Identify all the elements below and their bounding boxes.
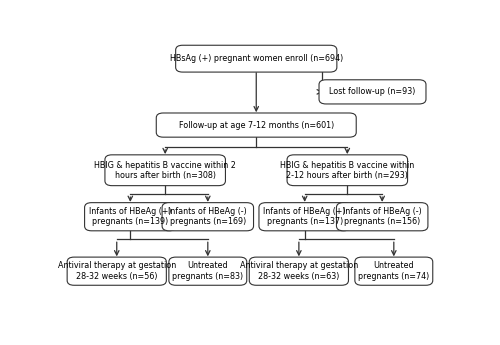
Text: Infants of HBeAg (+)
pregnants (n=139): Infants of HBeAg (+) pregnants (n=139) [89,207,172,226]
FancyBboxPatch shape [105,155,226,186]
Text: Infants of HBeAg (-)
pregnants (n=156): Infants of HBeAg (-) pregnants (n=156) [343,207,421,226]
FancyBboxPatch shape [355,257,433,285]
Text: HBIG & hepatitis B vaccine within
2-12 hours after birth (n=293): HBIG & hepatitis B vaccine within 2-12 h… [280,160,414,180]
FancyBboxPatch shape [169,257,247,285]
FancyBboxPatch shape [319,80,426,104]
FancyBboxPatch shape [156,113,356,137]
Text: Untreated
pregnants (n=83): Untreated pregnants (n=83) [172,262,244,281]
Text: HBsAg (+) pregnant women enroll (n=694): HBsAg (+) pregnant women enroll (n=694) [170,54,343,63]
FancyBboxPatch shape [84,203,176,231]
FancyBboxPatch shape [336,203,428,231]
FancyBboxPatch shape [176,45,337,72]
FancyBboxPatch shape [67,257,166,285]
Text: HBIG & hepatitis B vaccine within 2
hours after birth (n=308): HBIG & hepatitis B vaccine within 2 hour… [94,160,236,180]
Text: Antiviral therapy at gestation
28-32 weeks (n=63): Antiviral therapy at gestation 28-32 wee… [240,262,358,281]
Text: Lost follow-up (n=93): Lost follow-up (n=93) [330,87,416,96]
Text: Untreated
pregnants (n=74): Untreated pregnants (n=74) [358,262,430,281]
FancyBboxPatch shape [259,203,350,231]
FancyBboxPatch shape [162,203,254,231]
FancyBboxPatch shape [287,155,408,186]
FancyBboxPatch shape [250,257,348,285]
Text: Follow-up at age 7-12 months (n=601): Follow-up at age 7-12 months (n=601) [178,121,334,130]
Text: Infants of HBeAg (+)
pregnants (n=137): Infants of HBeAg (+) pregnants (n=137) [264,207,346,226]
Text: Infants of HBeAg (-)
pregnants (n=169): Infants of HBeAg (-) pregnants (n=169) [168,207,247,226]
Text: Antiviral therapy at gestation
28-32 weeks (n=56): Antiviral therapy at gestation 28-32 wee… [58,262,176,281]
